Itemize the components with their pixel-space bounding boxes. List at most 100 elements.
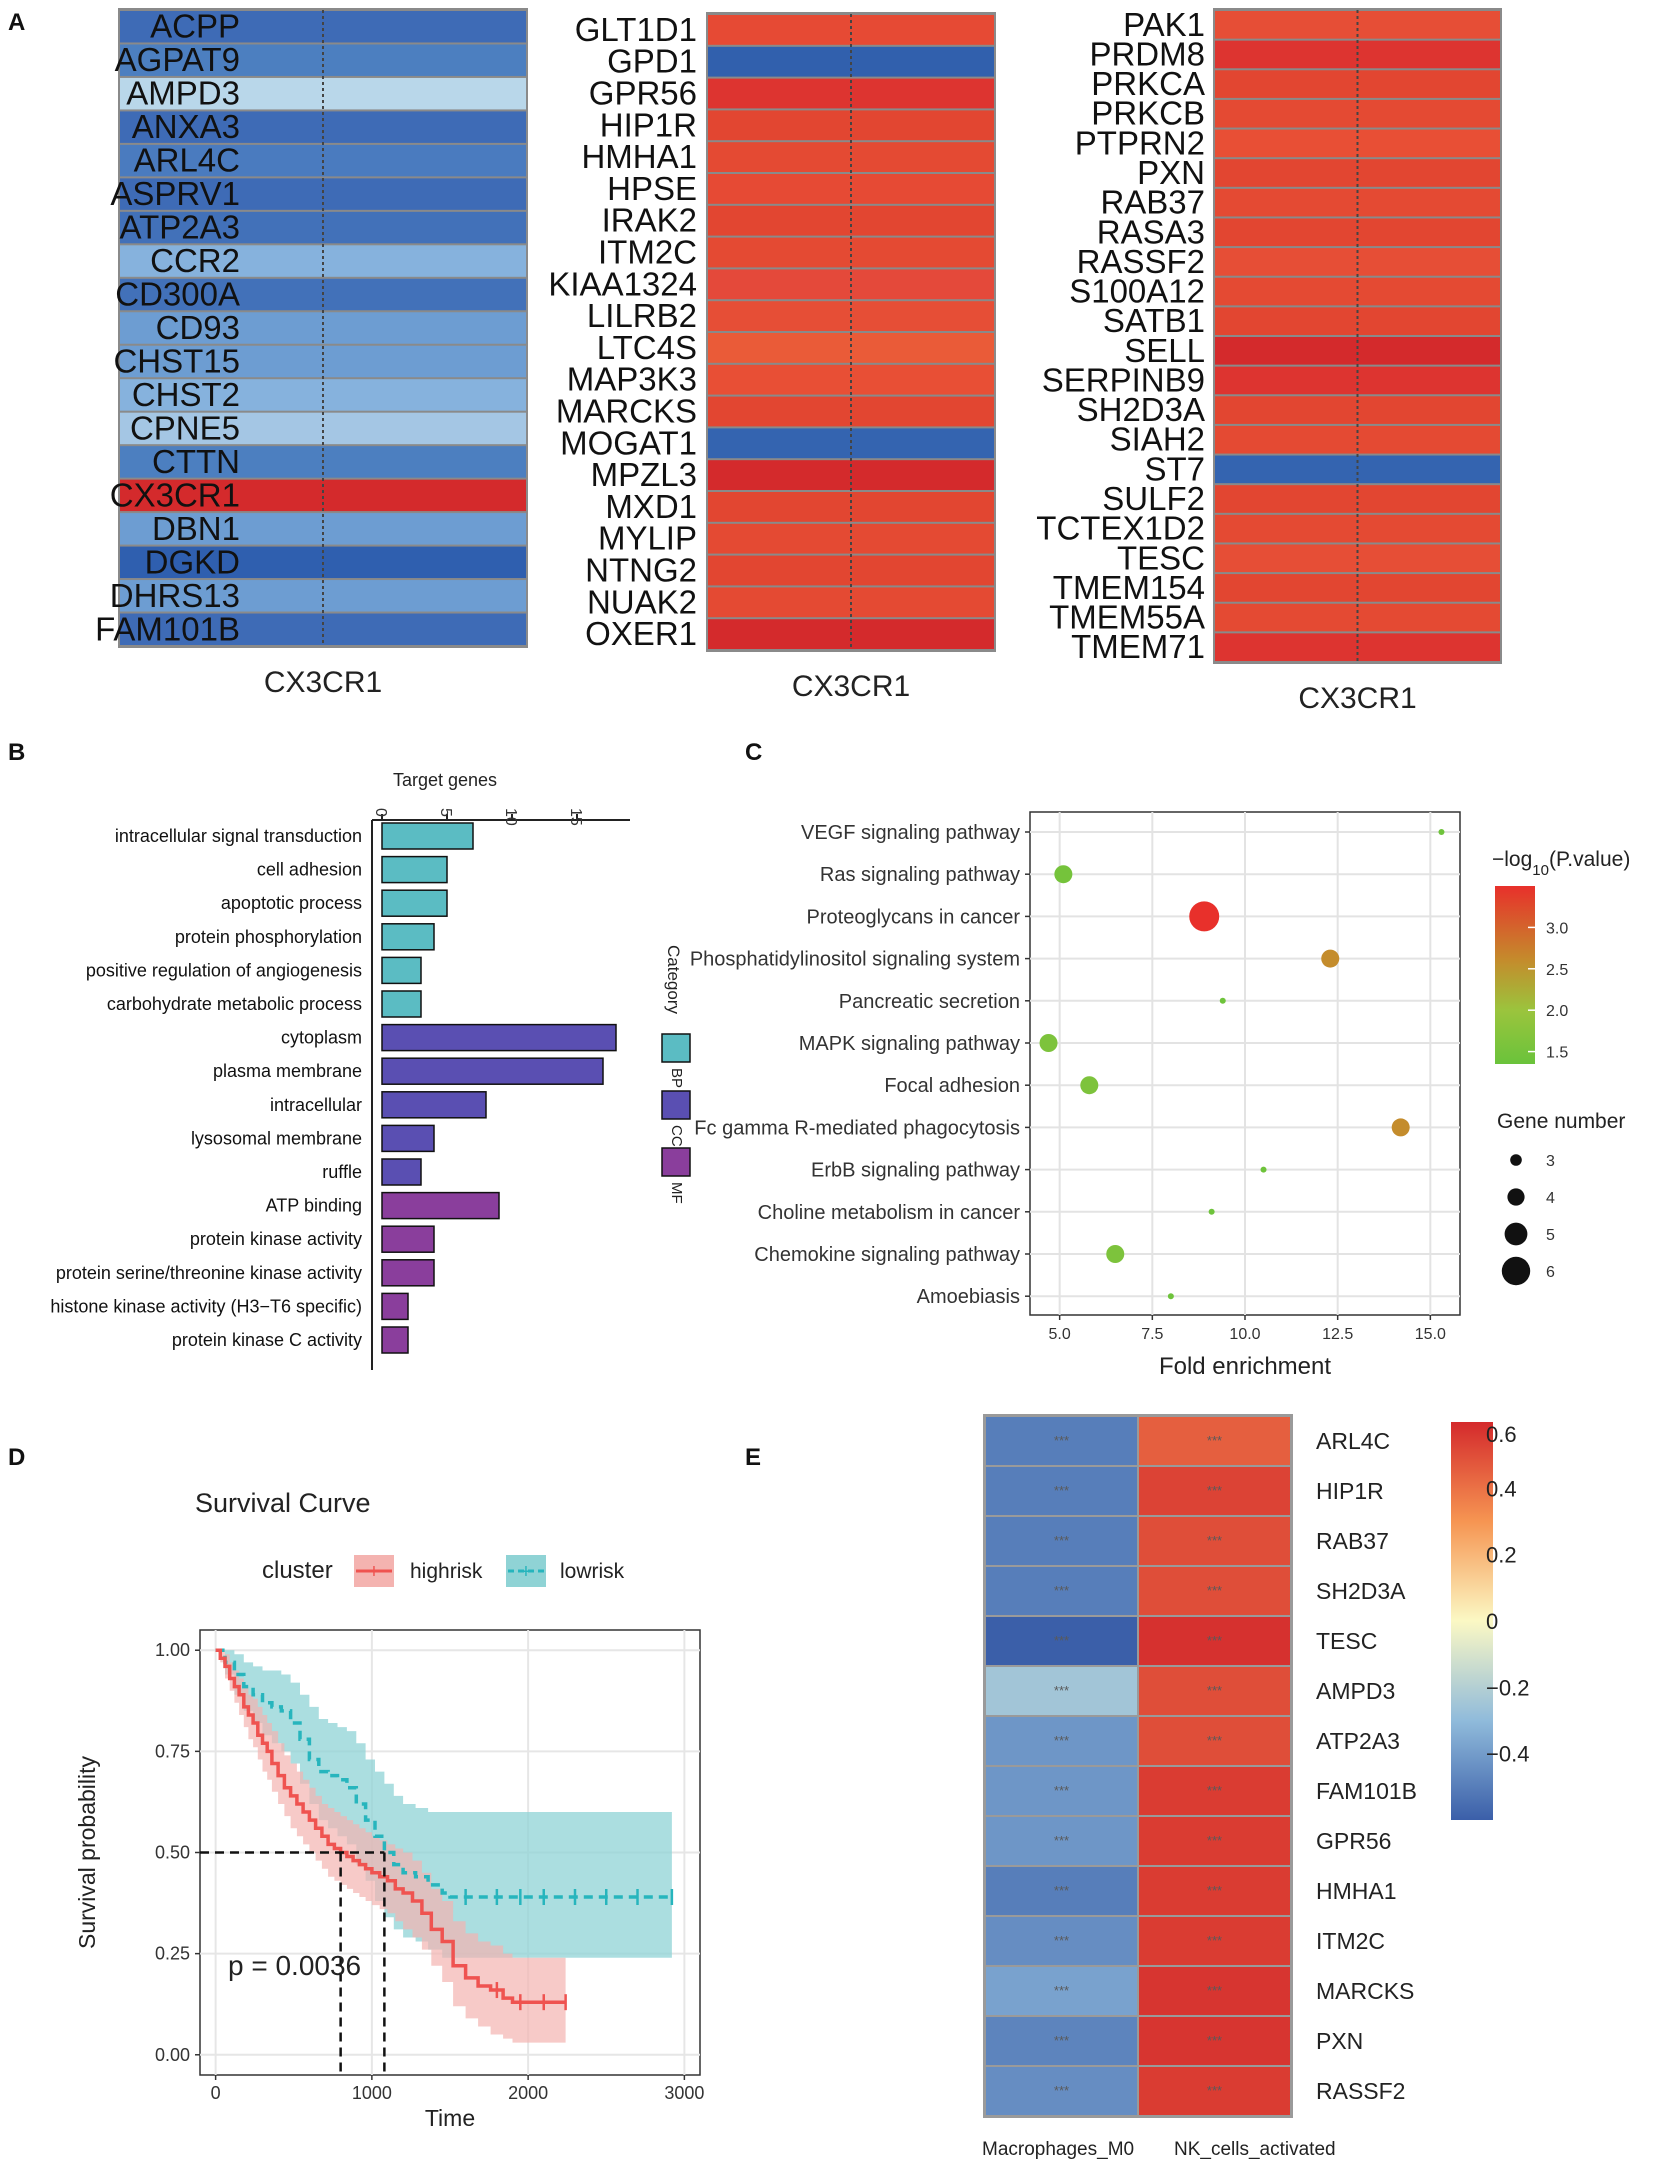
heatmap-e-significance: ***	[1054, 1433, 1069, 1448]
survival-x-axis-title: Time	[425, 2105, 475, 2131]
gene-label-rab37: RAB37	[1100, 184, 1205, 221]
bar-label-8: plasma membrane	[213, 1061, 362, 1081]
heatmap-e-significance: ***	[1207, 1783, 1222, 1798]
bar-label-5: positive regulation of angiogenesis	[86, 960, 362, 980]
gene-label-irak2: IRAK2	[602, 202, 697, 239]
gene-label-tmem154: TMEM154	[1053, 569, 1205, 606]
bar-5	[381, 956, 422, 985]
gene-label-mylip: MYLIP	[598, 520, 697, 557]
heatmap-e-significance: ***	[1207, 1633, 1222, 1648]
bar-15	[381, 1292, 409, 1321]
bar-16	[381, 1326, 409, 1354]
heatmap-e-significance: ***	[1207, 1533, 1222, 1548]
bar-13	[381, 1225, 435, 1253]
heatmap-e-row-label-hmha1: HMHA1	[1316, 1878, 1397, 1904]
survival-tick-label-y: 0.50	[155, 1843, 190, 1863]
bar-legend-key-cc	[661, 1090, 691, 1120]
heatmap-e-row-label-arl4c: ARL4C	[1316, 1428, 1390, 1454]
gene-label-lilrb2: LILRB2	[587, 297, 697, 334]
bar-legend-key-mf	[661, 1147, 691, 1177]
gene-label-tctex1d2: TCTEX1D2	[1036, 510, 1205, 547]
size-legend-dot-3	[1510, 1154, 1522, 1166]
bar-label-13: protein kinase activity	[190, 1229, 362, 1249]
survival-tick-label-x: 2000	[508, 2083, 548, 2103]
gene-label-agpat9: AGPAT9	[115, 41, 240, 78]
gene-label-siah2: SIAH2	[1110, 421, 1205, 458]
gene-label-asprv1: ASPRV1	[110, 175, 240, 212]
heatmap-e-cell-arl4c-2	[1139, 1417, 1290, 1465]
bubble-category-1: VEGF signaling pathway	[801, 822, 1020, 844]
gene-label-cx3cr1: CX3CR1	[110, 476, 240, 513]
heatmap-e-colorbar	[1451, 1422, 1493, 1820]
heatmap-e-cell-rab37-1	[986, 1517, 1137, 1565]
bar-label-14: protein serine/threonine kinase activity	[56, 1263, 362, 1283]
gene-label-ampd3: AMPD3	[126, 75, 240, 112]
gene-label-kiaa1324: KIAA1324	[548, 265, 697, 302]
heatmap-e-colorbar-label: 0.4	[1486, 1476, 1517, 1501]
bubble-point-5	[1219, 997, 1226, 1004]
heatmap-e-colorbar-label: 0	[1486, 1609, 1498, 1634]
legend-key-lowrisk-mark: +	[520, 1561, 532, 1583]
panel-a: ACPPAGPAT9AMPD3ANXA3ARL4CASPRV1ATP2A3CCR…	[95, 6, 1502, 715]
color-legend-title-suffix: (P.value)	[1549, 848, 1630, 871]
panel-label-D: D	[8, 1444, 25, 1471]
survival-y-axis-title: Survival probability	[74, 1755, 100, 1949]
gene-label-ltc4s: LTC4S	[597, 329, 697, 366]
gene-label-gpd1: GPD1	[607, 43, 697, 80]
gene-label-ptprn2: PTPRN2	[1075, 124, 1205, 161]
bubble-category-9: ErbB signaling pathway	[811, 1160, 1020, 1182]
bubble-category-2: Ras signaling pathway	[820, 864, 1020, 886]
size-legend-label-3: 3	[1546, 1153, 1555, 1170]
panel-label-A: A	[8, 9, 25, 36]
bar-2	[381, 855, 448, 884]
heatmap-e-cell-sh2d3a-2	[1139, 1567, 1290, 1615]
heatmap-e-col-label-1: Macrophages_M0	[982, 2139, 1134, 2160]
heatmap-e-cell-gpr56-2	[1139, 1817, 1290, 1865]
heatmap-e-cell-rassf2-2	[1139, 2067, 1290, 2115]
bubble-point-1	[1438, 829, 1445, 835]
gene-label-map3k3: MAP3K3	[567, 361, 697, 398]
heatmap-e-significance: ***	[1207, 1983, 1222, 1998]
gene-label-cd93: CD93	[156, 309, 240, 346]
gene-label-prkcb: PRKCB	[1091, 95, 1205, 132]
heatmap-e-cell-itm2c-2	[1139, 1917, 1290, 1965]
bubble-point-2	[1054, 865, 1073, 884]
bubble-category-11: Chemokine signaling pathway	[754, 1244, 1020, 1266]
bar-tick-label: 5	[437, 808, 454, 817]
heatmap-e-significance: ***	[1054, 1883, 1069, 1898]
heatmap-e-cell-rab37-2	[1139, 1517, 1290, 1565]
heatmap-e-significance: ***	[1207, 1833, 1222, 1848]
bubble-category-6: MAPK signaling pathway	[799, 1033, 1020, 1055]
gene-label-itm2c: ITM2C	[598, 234, 697, 271]
legend-label-highrisk: highrisk	[410, 1560, 483, 1583]
heatmap-e-row-label-hip1r: HIP1R	[1316, 1478, 1384, 1504]
heatmap-e-row-label-fam101b: FAM101B	[1316, 1778, 1417, 1804]
heatmap-e-cell-rassf2-1	[986, 2067, 1137, 2115]
gene-label-ntng2: NTNG2	[585, 552, 697, 589]
gene-label-chst2: CHST2	[132, 376, 240, 413]
heatmap-e-significance: ***	[1054, 1633, 1069, 1648]
gene-label-st7: ST7	[1144, 450, 1205, 487]
column-label: CX3CR1	[792, 670, 910, 703]
bubble-category-10: Choline metabolism in cancer	[758, 1202, 1021, 1224]
bar-label-10: lysosomal membrane	[191, 1128, 362, 1148]
legend-label-lowrisk: lowrisk	[560, 1560, 625, 1583]
size-legend-label-6: 6	[1546, 1264, 1555, 1281]
gene-label-tesc: TESC	[1117, 539, 1205, 576]
heatmap-e-cell-ampd3-1	[986, 1667, 1137, 1715]
heatmap-e-significance: ***	[1207, 2083, 1222, 2098]
column-label: CX3CR1	[264, 666, 382, 699]
heatmap-e-significance: ***	[1054, 2083, 1069, 2098]
bubble-point-3	[1189, 901, 1220, 932]
bubble-category-12: Amoebiasis	[917, 1286, 1020, 1308]
bar-tick-label: 15	[567, 808, 584, 826]
heatmap-e-significance: ***	[1207, 2033, 1222, 2048]
size-legend-label-4: 4	[1546, 1190, 1555, 1207]
gene-label-fam101b: FAM101B	[95, 610, 240, 647]
heatmap-e-cell-tesc-2	[1139, 1617, 1290, 1665]
heatmap-e-cell-hmha1-1	[986, 1867, 1137, 1915]
size-legend-dot-5	[1504, 1222, 1528, 1246]
heatmap-e-colorbar-label: 0.6	[1486, 1422, 1517, 1447]
heatmap-column-3: PAK1PRDM8PRKCAPRKCBPTPRN2PXNRAB37RASA3RA…	[1036, 6, 1502, 715]
heatmap-e-row-label-pxn: PXN	[1316, 2028, 1363, 2054]
